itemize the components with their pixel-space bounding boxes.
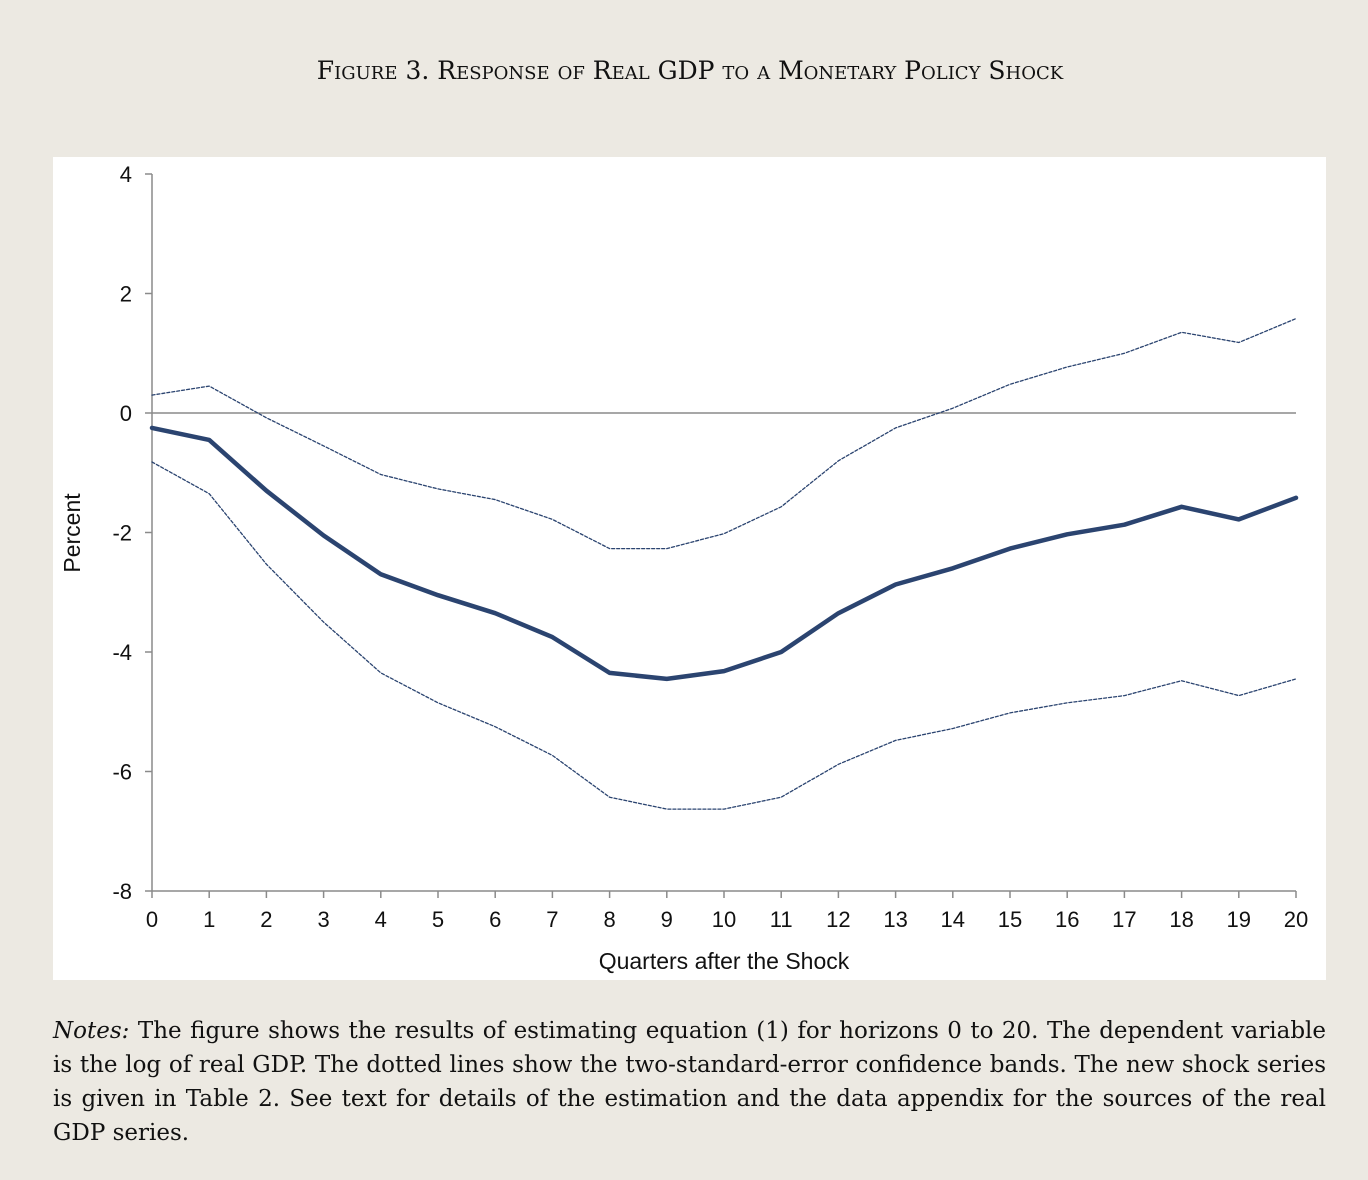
- y-tick-label: -2: [112, 521, 132, 546]
- x-tick-label: 16: [1055, 907, 1079, 932]
- y-tick-label: -4: [112, 640, 132, 665]
- x-tick-label: 4: [375, 907, 387, 932]
- chart-series: [149, 317, 1299, 810]
- figure-notes: Notes: The figure shows the results of e…: [53, 1014, 1326, 1150]
- y-tick-label: 2: [120, 282, 132, 307]
- figure-title: Figure 3. Response of Real GDP to a Mone…: [316, 56, 1064, 85]
- x-tick-label: 7: [546, 907, 558, 932]
- series-line-upper-band: [151, 317, 1297, 550]
- x-tick-label: 9: [661, 907, 673, 932]
- x-tick-label: 14: [941, 907, 965, 932]
- x-tick-label: 10: [712, 907, 736, 932]
- x-tick-label: 15: [998, 907, 1022, 932]
- x-tick-label: 11: [770, 907, 793, 932]
- series-line-lower-band: [151, 461, 1297, 810]
- x-tick-label: 1: [203, 907, 215, 932]
- x-tick-label: 13: [883, 907, 907, 932]
- notes-text: The figure shows the results of estimati…: [53, 1018, 1327, 1146]
- x-axis-label: Quarters after the Shock: [599, 948, 850, 974]
- y-tick-label: 0: [120, 401, 132, 426]
- y-tick-label: -6: [112, 760, 132, 785]
- chart-ticks: 420-2-4-6-80 1 2 3 4 5 6 7 8 9 10 11 12 13 14 15 16 17 18 1…: [112, 162, 1308, 932]
- x-tick-label: 17: [1112, 907, 1136, 932]
- x-tick-label: 6: [489, 907, 501, 932]
- x-tick-label: 12: [826, 907, 850, 932]
- chart-axes: [151, 174, 1296, 892]
- x-tick-label: 18: [1169, 907, 1193, 932]
- x-tick-label: 3: [317, 907, 329, 932]
- y-axis-label: Percent: [59, 493, 85, 573]
- notes-lead: Notes:: [53, 1018, 130, 1044]
- x-tick-label: 5: [432, 907, 444, 932]
- x-tick-label: 0: [146, 907, 158, 932]
- y-tick-label: 4: [120, 162, 132, 187]
- x-tick-label: 20: [1284, 907, 1308, 932]
- chart-panel: [53, 157, 1326, 980]
- y-tick-label: -8: [112, 879, 132, 904]
- x-tick-label: 19: [1227, 907, 1251, 932]
- series-line-estimate: [149, 425, 1299, 682]
- x-tick-label: 2: [260, 907, 272, 932]
- x-tick-label: 8: [603, 907, 615, 932]
